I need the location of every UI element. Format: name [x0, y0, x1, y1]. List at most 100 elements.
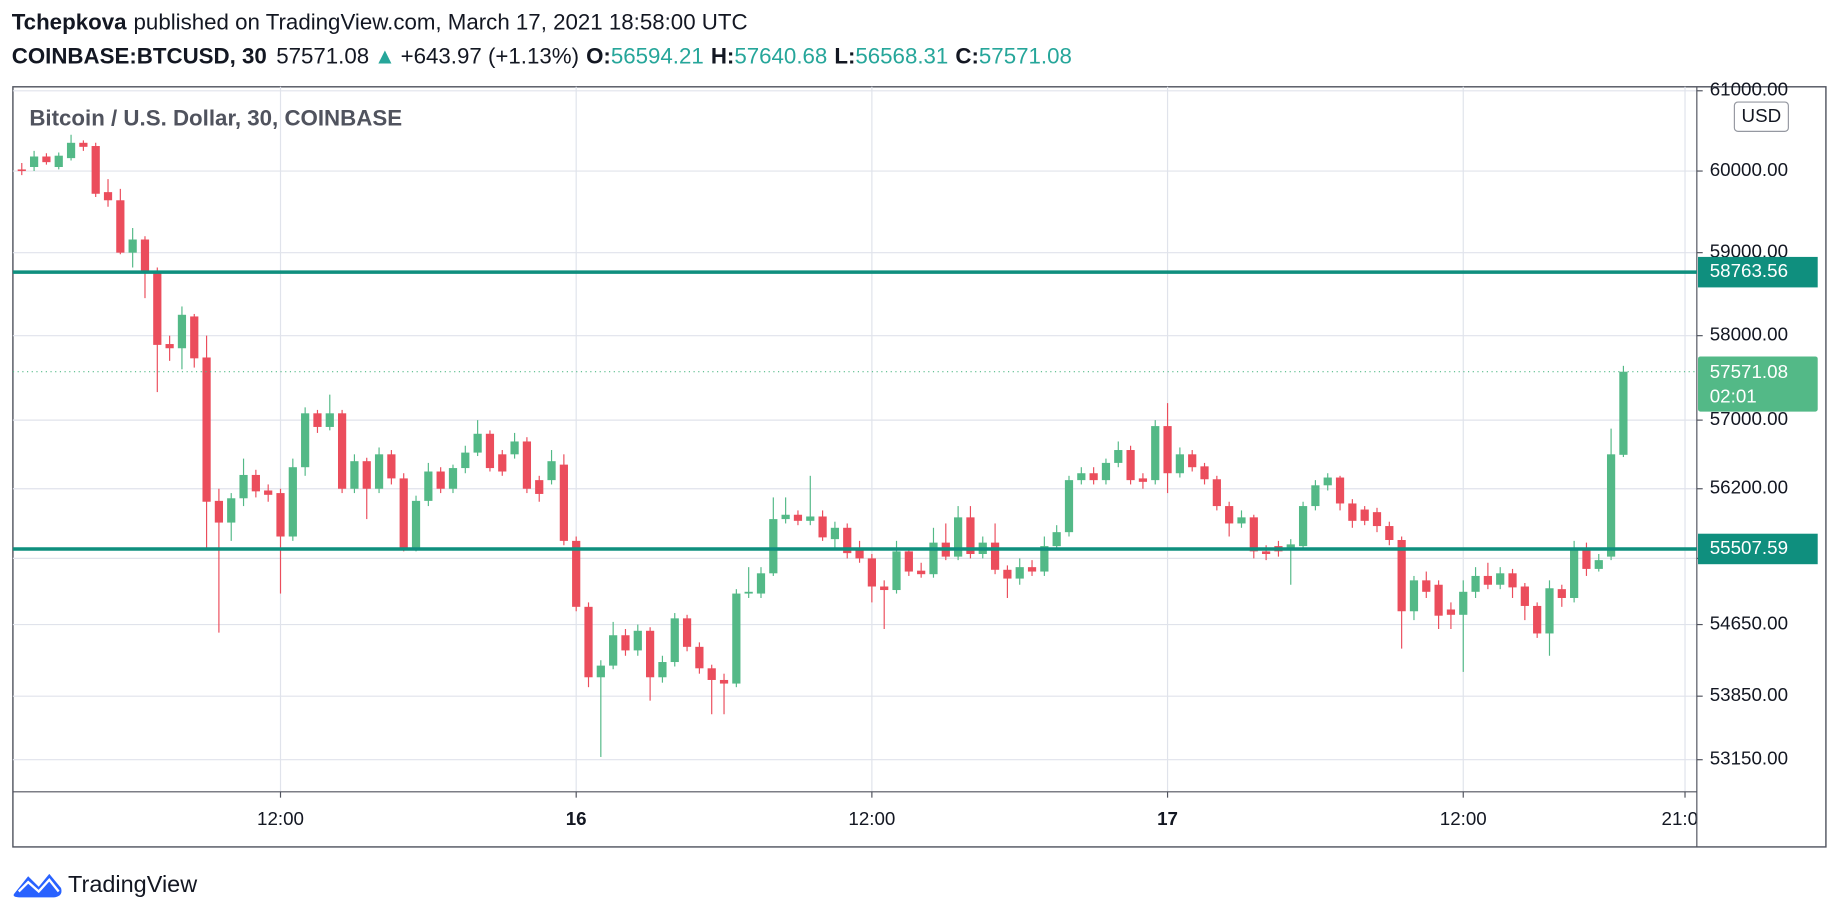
candle-body	[227, 498, 236, 523]
price-axis-bg	[1698, 87, 1825, 846]
candle-body	[362, 461, 371, 489]
change: +643.97 (+1.13%)	[401, 43, 579, 68]
candle-body	[1101, 462, 1111, 481]
candle-body	[239, 474, 248, 499]
candle-body	[411, 500, 421, 548]
change-arrow: ▲	[374, 43, 396, 68]
candle-body	[1151, 426, 1160, 481]
candle-body	[1385, 526, 1394, 541]
low-label: L:	[834, 43, 855, 68]
brand-logo	[13, 873, 62, 898]
candle-body	[79, 142, 88, 147]
candle-body	[91, 146, 100, 194]
candle-body	[806, 516, 815, 521]
candle-body	[42, 156, 51, 163]
candle-body	[374, 454, 384, 489]
candle-body	[892, 551, 901, 591]
candle-body	[1089, 473, 1098, 481]
candle-body	[510, 441, 519, 455]
candle-body	[1533, 605, 1542, 634]
candle-body	[1212, 479, 1221, 507]
candle-body	[1483, 575, 1492, 585]
candle-body	[1126, 450, 1135, 481]
low-value: 56568.31	[855, 43, 948, 68]
candle-body	[1015, 567, 1024, 579]
candle-body	[1471, 575, 1480, 592]
candle-body	[350, 461, 359, 489]
candle-body	[1360, 509, 1369, 521]
candle-body	[448, 468, 458, 489]
candle-body	[498, 454, 507, 472]
candle-body	[1040, 546, 1049, 572]
close-value: 57571.08	[979, 43, 1072, 68]
candle-body	[522, 441, 532, 489]
candle-body	[288, 467, 297, 537]
candle-body	[1348, 503, 1357, 521]
candle-body	[818, 516, 827, 538]
candle-body	[830, 527, 840, 540]
candle-body	[1311, 485, 1320, 507]
candle-body	[153, 270, 162, 345]
hline-label: 58763.56	[1710, 260, 1788, 281]
x-tick-label: 12:00	[1440, 808, 1487, 829]
y-tick-label: 56200.00	[1710, 477, 1788, 498]
candle-body	[1570, 547, 1579, 598]
candle-body	[140, 239, 150, 273]
candle-body	[670, 618, 679, 663]
candle-body	[177, 314, 187, 349]
candle-body	[251, 474, 260, 492]
candle-body	[1237, 517, 1246, 524]
candle-body	[1163, 426, 1172, 474]
candle-body	[584, 606, 593, 678]
candle-body	[214, 500, 224, 523]
candle-body	[313, 413, 322, 427]
y-tick-label: 53850.00	[1710, 684, 1788, 705]
candle-body	[436, 471, 445, 489]
currency: USD	[1742, 105, 1782, 126]
candle-body	[325, 413, 334, 427]
countdown: 02:01	[1710, 385, 1757, 406]
y-tick-label: 54650.00	[1710, 613, 1788, 634]
candle-body	[658, 662, 667, 678]
candle-body	[917, 570, 926, 575]
candle-body	[756, 573, 766, 594]
candle-body	[929, 542, 938, 575]
candle-body	[1052, 532, 1061, 547]
candle-body	[1606, 454, 1616, 557]
candle-body	[769, 519, 778, 574]
candle-body	[1594, 560, 1603, 569]
chart-frame	[12, 86, 1827, 848]
x-tick-label: 17	[1157, 808, 1178, 829]
candle-body	[1138, 478, 1148, 482]
candle-body	[276, 493, 285, 537]
y-tick-label: 57000.00	[1710, 408, 1788, 429]
candle-body	[1188, 454, 1197, 468]
candle-body	[1372, 512, 1382, 527]
candle-body	[781, 514, 790, 520]
candle-body	[596, 665, 605, 678]
candle-body	[1323, 477, 1332, 486]
last-price-label: 57571.08	[1710, 361, 1788, 382]
candle-body	[1335, 477, 1345, 504]
currency-box	[1733, 101, 1789, 132]
candle-body	[485, 433, 495, 469]
y-tick-label: 60000.00	[1710, 159, 1788, 180]
candle-body	[559, 464, 568, 541]
candle-body	[1619, 371, 1628, 455]
candle-body	[17, 169, 26, 172]
candle-body	[1434, 584, 1443, 616]
plot-area	[12, 134, 1697, 757]
high-label: H:	[711, 43, 735, 68]
candle-body	[646, 630, 655, 678]
x-tick-label: 12:00	[257, 808, 304, 829]
candle-body	[1064, 480, 1074, 533]
y-tick-label: 53150.00	[1710, 748, 1788, 769]
candle-body	[264, 490, 273, 495]
candle-body	[54, 155, 63, 168]
candle-body	[1446, 609, 1456, 615]
candle-body	[1545, 588, 1554, 634]
x-tick-label: 16	[566, 808, 587, 829]
candle-body	[103, 192, 113, 201]
candle-body	[966, 517, 975, 554]
